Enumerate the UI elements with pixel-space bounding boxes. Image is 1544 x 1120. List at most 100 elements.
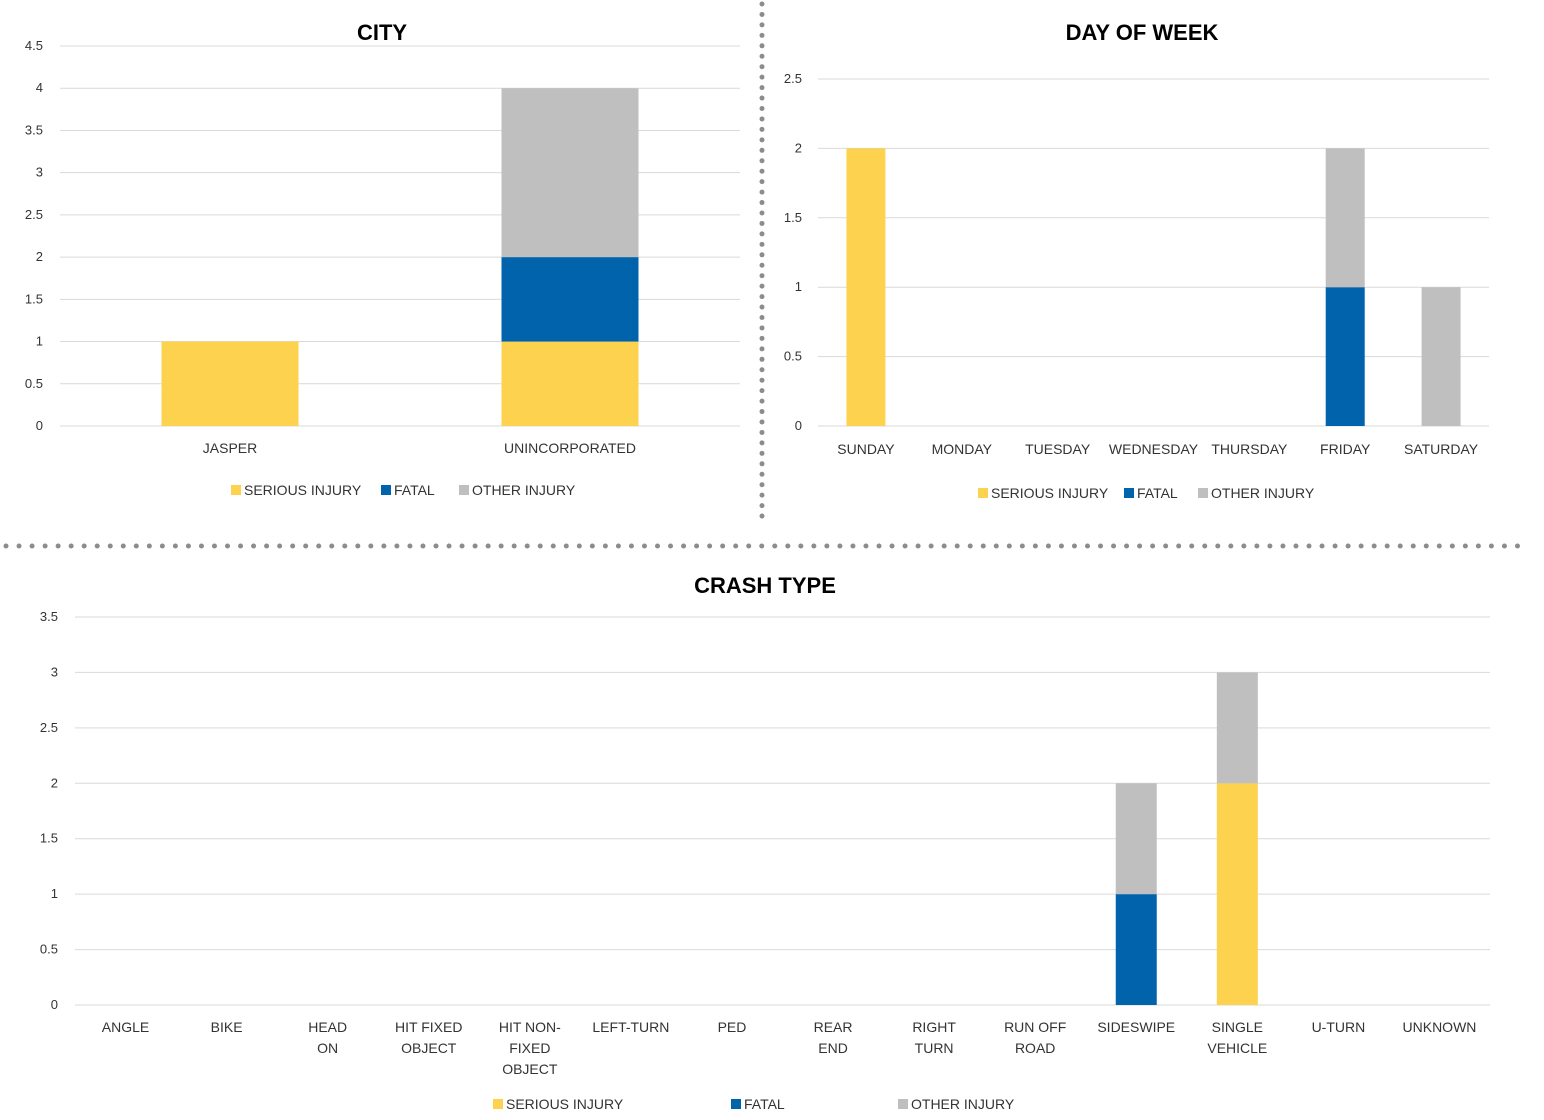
x-category-label-line: UNINCORPORATED xyxy=(504,440,636,456)
chart-city: CITY 0 0.5 1 1.5 2 2.5 3 3.5 4 4.5 JASPER UNINCORPOR… xyxy=(25,20,740,498)
vertical-dotted-separator xyxy=(759,220,765,226)
legend-swatch xyxy=(978,488,988,498)
bar-segment-serious-injury xyxy=(1216,783,1258,1005)
y-tick-label: 0 xyxy=(51,997,58,1012)
horizontal-dotted-separator xyxy=(1124,543,1130,549)
horizontal-dotted-separator xyxy=(368,543,374,549)
vertical-dotted-separator xyxy=(759,158,765,164)
chart-title: CRASH TYPE xyxy=(694,573,836,598)
x-category-label-line: SUNDAY xyxy=(837,441,895,457)
x-category-label-line: SATURDAY xyxy=(1404,441,1479,457)
horizontal-dotted-separator xyxy=(1436,543,1442,549)
x-category-label-line: PED xyxy=(718,1019,747,1035)
horizontal-dotted-separator xyxy=(394,543,400,549)
horizontal-dotted-separator xyxy=(537,543,543,549)
x-category-label-line: TURN xyxy=(915,1040,954,1056)
horizontal-dotted-separator xyxy=(550,543,556,549)
horizontal-dotted-separator xyxy=(498,543,504,549)
x-category-label-line: HIT FIXED xyxy=(395,1019,462,1035)
x-category-label: UNINCORPORATED xyxy=(504,440,636,456)
y-tick-label: 1.5 xyxy=(25,291,43,306)
y-tick-label: 3.5 xyxy=(40,609,58,624)
horizontal-dotted-separator xyxy=(3,543,9,549)
horizontal-dotted-separator xyxy=(1280,543,1286,549)
horizontal-dotted-separator xyxy=(303,543,309,549)
x-category-label: TUESDAY xyxy=(1025,441,1091,457)
vertical-dotted-separator xyxy=(759,409,765,415)
horizontal-dotted-separator xyxy=(316,543,322,549)
chart-day: DAY OF WEEK 0 0.5 1 1.5 2 2.5 SUNDAY MONDAY TUESD… xyxy=(784,20,1489,501)
legend-label: FATAL xyxy=(1137,485,1178,501)
bar-segment-fatal xyxy=(501,257,639,342)
vertical-dotted-separator xyxy=(759,482,765,488)
horizontal-dotted-separator xyxy=(941,543,947,549)
y-tick-label: 2.5 xyxy=(25,207,43,222)
horizontal-dotted-separator xyxy=(1150,543,1156,549)
vertical-dotted-separator xyxy=(759,325,765,331)
horizontal-dotted-separator xyxy=(1501,543,1507,549)
horizontal-dotted-separator xyxy=(1084,543,1090,549)
x-category-label-line: FRIDAY xyxy=(1320,441,1371,457)
x-category-label-line: END xyxy=(818,1040,848,1056)
vertical-dotted-separator xyxy=(759,450,765,456)
vertical-dotted-separator xyxy=(759,179,765,185)
vertical-dotted-separator xyxy=(759,398,765,404)
horizontal-dotted-separator xyxy=(355,543,361,549)
horizontal-dotted-separator xyxy=(472,543,478,549)
horizontal-dotted-separator xyxy=(1241,543,1247,549)
horizontal-dotted-separator xyxy=(681,543,687,549)
horizontal-dotted-separator xyxy=(381,543,387,549)
horizontal-dotted-separator xyxy=(81,543,87,549)
horizontal-dotted-separator xyxy=(1137,543,1143,549)
x-category-label-line: RIGHT xyxy=(912,1019,956,1035)
horizontal-dotted-separator xyxy=(746,543,752,549)
vertical-dotted-separator xyxy=(759,43,765,49)
horizontal-dotted-separator xyxy=(433,543,439,549)
y-tick-label: 0.5 xyxy=(40,942,58,957)
bar-segment-other-injury xyxy=(1421,287,1461,426)
horizontal-dotted-separator xyxy=(290,543,296,549)
vertical-dotted-separator xyxy=(759,116,765,122)
bar-segment-serious-injury xyxy=(161,341,299,426)
horizontal-dotted-separator xyxy=(225,543,231,549)
horizontal-dotted-separator xyxy=(1254,543,1260,549)
horizontal-dotted-separator xyxy=(1045,543,1051,549)
y-tick-label: 0.5 xyxy=(784,349,802,364)
vertical-dotted-separator xyxy=(759,53,765,59)
x-category-label-line: THURSDAY xyxy=(1211,441,1288,457)
horizontal-dotted-separator xyxy=(655,543,660,549)
horizontal-dotted-separator xyxy=(42,543,48,549)
legend-label: SERIOUS INJURY xyxy=(244,482,362,498)
legend-swatch xyxy=(459,485,469,495)
y-tick-label: 3 xyxy=(36,165,43,180)
legend-label: OTHER INJURY xyxy=(472,482,576,498)
x-category-label-line: OBJECT xyxy=(401,1040,457,1056)
horizontal-dotted-separator xyxy=(94,543,100,549)
vertical-dotted-separator xyxy=(759,492,765,498)
horizontal-dotted-separator xyxy=(1306,543,1312,549)
horizontal-dotted-separator xyxy=(446,543,452,549)
vertical-dotted-separator xyxy=(759,346,765,352)
horizontal-dotted-separator xyxy=(1358,543,1364,549)
vertical-dotted-separator xyxy=(759,64,765,70)
x-category-label: ANGLE xyxy=(102,1019,149,1035)
vertical-dotted-separator xyxy=(759,231,765,237)
horizontal-dotted-separator xyxy=(785,543,791,549)
y-tick-label: 1.5 xyxy=(40,831,58,846)
vertical-dotted-separator xyxy=(759,85,765,91)
bar-segment-other-injury xyxy=(1115,783,1157,895)
horizontal-dotted-separator xyxy=(329,543,335,549)
horizontal-dotted-separator xyxy=(863,543,869,549)
vertical-dotted-separator xyxy=(759,367,765,373)
horizontal-dotted-separator xyxy=(798,543,804,549)
horizontal-dotted-separator xyxy=(967,543,973,549)
horizontal-dotted-separator xyxy=(420,543,426,549)
vertical-dotted-separator xyxy=(759,11,765,17)
horizontal-dotted-separator xyxy=(954,543,960,549)
vertical-dotted-separator xyxy=(759,503,765,509)
horizontal-dotted-separator xyxy=(602,543,608,549)
x-category-label-line: FIXED xyxy=(509,1040,550,1056)
horizontal-dotted-separator xyxy=(889,543,895,549)
x-category-label-line: UNKNOWN xyxy=(1403,1019,1477,1035)
x-category-label: SINGLE VEHICLE xyxy=(1207,1019,1267,1056)
